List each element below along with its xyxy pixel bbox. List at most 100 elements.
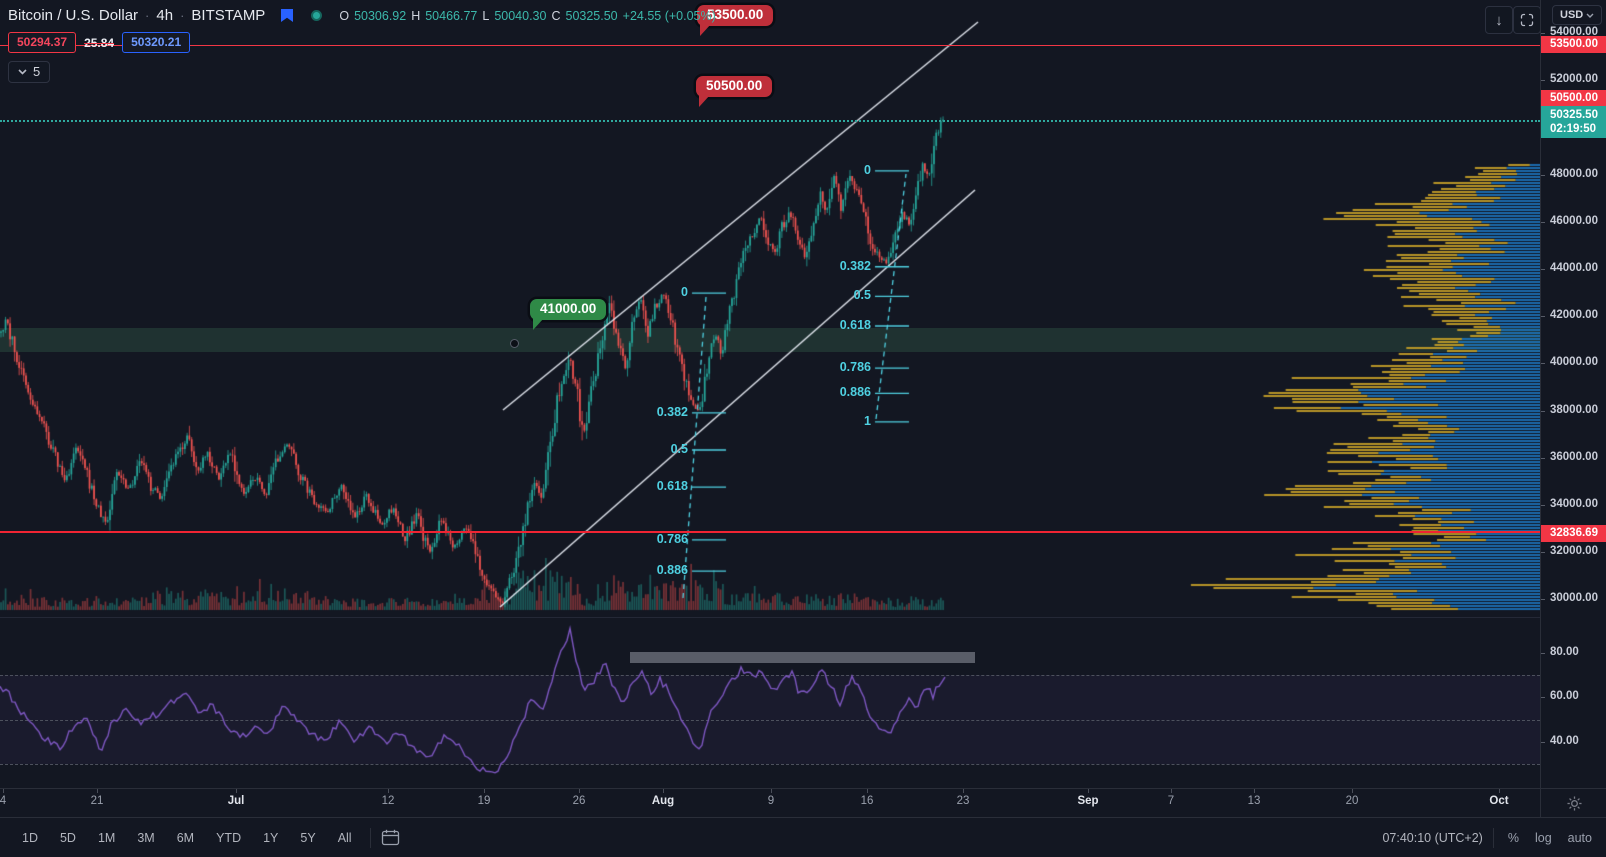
time-tick-19[interactable]: 19 <box>477 795 491 807</box>
time-tick-mark <box>771 789 772 793</box>
range-button-5Y[interactable]: 5Y <box>300 830 316 845</box>
fib-level-label-0.382[interactable]: 0.382 <box>839 258 871 273</box>
ohlc-readout: O 50306.92 H 50466.77 L 50040.30 C 50325.50 … <box>339 9 715 23</box>
time-tick-20[interactable]: 20 <box>1345 795 1359 807</box>
resistance-line-53500[interactable] <box>0 44 1540 46</box>
range-button-6M[interactable]: 6M <box>176 830 195 845</box>
time-axis[interactable]: 4 21 Jul 12 19 26 Aug 9 16 23 Sep 7 13 20 Oct <box>0 788 1540 818</box>
price-callout-50500.00[interactable]: 50500.00 <box>696 76 773 107</box>
support-line-32836[interactable] <box>0 531 1540 534</box>
axis-settings-corner[interactable] <box>1540 788 1606 818</box>
last-price-badge: 50325.50 02:19:50 <box>1541 106 1606 138</box>
fib-level-label-0.5[interactable]: 0.5 <box>670 442 688 456</box>
time-tick-26[interactable]: 26 <box>572 795 586 807</box>
time-tick-mark <box>1171 789 1172 793</box>
range-button-All[interactable]: All <box>337 830 352 845</box>
range-button-YTD[interactable]: YTD <box>216 830 242 845</box>
price-badge-50500.00: 50500.00 <box>1541 90 1606 107</box>
fib-level-label-1[interactable]: 1 <box>864 413 871 428</box>
time-tick-9[interactable]: 9 <box>767 795 775 807</box>
log-scale-button[interactable]: log <box>1534 830 1552 845</box>
time-tick-mark <box>579 789 580 793</box>
position-entry-label[interactable]: 50320.21 <box>122 32 191 53</box>
time-tick-mark <box>1088 789 1089 793</box>
symbol-title[interactable]: Bitcoin / U.S. Dollar <box>8 7 139 24</box>
toolbar-divider <box>369 827 371 848</box>
scroll-to-recent-button[interactable]: ↓ <box>1485 6 1513 34</box>
price-tick-label: 40000.00 <box>1550 356 1598 369</box>
fib-level-label-0.886[interactable]: 0.886 <box>839 385 871 400</box>
price-tick-mark <box>1541 174 1545 176</box>
time-tick-Oct[interactable]: Oct <box>1489 795 1509 807</box>
time-tick-mark <box>1352 789 1353 793</box>
clock-readout[interactable]: 07:40:10 (UTC+2) <box>1382 830 1483 845</box>
high-label: H <box>411 8 421 23</box>
collapsed-indicators-button[interactable]: 5 <box>8 61 51 83</box>
time-tick-Sep[interactable]: Sep <box>1077 795 1099 807</box>
exchange-label[interactable]: BITSTAMP <box>191 7 266 24</box>
fib-level-label-0.886[interactable]: 0.886 <box>656 563 688 578</box>
price-chart-canvas[interactable] <box>0 0 1540 788</box>
collapsed-count: 5 <box>33 64 41 79</box>
price-callout-41000.00[interactable]: 41000.00 <box>530 299 607 330</box>
rsi-tick-label: 60.00 <box>1550 690 1579 702</box>
position-amount-label[interactable]: 25.84 <box>84 35 115 50</box>
range-button-5D[interactable]: 5D <box>59 830 76 845</box>
currency-selector-button[interactable]: USD <box>1552 5 1603 25</box>
fib-level-label-0.618[interactable]: 0.618 <box>656 479 688 494</box>
fib-level-label-0[interactable]: 0 <box>681 285 688 300</box>
price-axis[interactable]: USD 54000.00 52000.00 48000.00 46000.00 4400… <box>1540 0 1606 817</box>
range-button-1D[interactable]: 1D <box>22 830 38 845</box>
fib-level-label-0.5[interactable]: 0.5 <box>853 288 871 303</box>
time-tick-Aug[interactable]: Aug <box>651 795 675 807</box>
fib-level-label-0.382[interactable]: 0.382 <box>656 404 688 419</box>
rsi-tick-mark <box>1541 742 1545 743</box>
price-callout-53500.00[interactable]: 53500.00 <box>697 5 774 36</box>
rsi-highlight-rectangle[interactable] <box>630 652 975 663</box>
time-tick-7[interactable]: 7 <box>1167 795 1175 807</box>
flag-icon[interactable] <box>280 8 294 23</box>
last-price-value: 50325.50 <box>1550 109 1598 121</box>
price-tick-mark <box>1541 363 1545 365</box>
range-button-1Y[interactable]: 1Y <box>263 830 279 845</box>
price-tick-mark <box>1541 80 1545 82</box>
range-button-1M[interactable]: 1M <box>97 830 116 845</box>
time-tick-mark <box>1254 789 1255 793</box>
price-tick-mark <box>1541 316 1545 318</box>
time-tick-16[interactable]: 16 <box>860 795 874 807</box>
chevron-down-icon <box>18 68 27 75</box>
fib-level-label-0.618[interactable]: 0.618 <box>839 318 871 332</box>
time-tick-23[interactable]: 23 <box>956 795 970 807</box>
close-value: 50325.50 <box>565 8 618 23</box>
date-range-buttons: 1D 5D 1M 3M 6M YTD 1Y 5Y All <box>14 828 360 848</box>
fullscreen-button[interactable] <box>1513 6 1541 34</box>
time-tick-Jul[interactable]: Jul <box>227 795 245 807</box>
time-tick-13[interactable]: 13 <box>1247 795 1261 807</box>
rsi-tick-label: 40.00 <box>1550 735 1579 747</box>
chevron-down-icon <box>1586 13 1594 18</box>
price-tick-label: 38000.00 <box>1550 403 1598 416</box>
fib-level-label-0.786[interactable]: 0.786 <box>839 360 871 375</box>
range-button-3M[interactable]: 3M <box>137 830 155 845</box>
percent-scale-button[interactable]: % <box>1507 830 1519 845</box>
fib-level-label-0.786[interactable]: 0.786 <box>656 531 688 546</box>
auto-scale-button[interactable]: auto <box>1567 830 1592 845</box>
market-status-icon[interactable] <box>311 10 323 21</box>
countdown-timer: 02:19:50 <box>1550 123 1597 135</box>
time-tick-mark <box>388 789 389 793</box>
price-tick-mark <box>1541 505 1545 506</box>
time-tick-4[interactable]: 4 <box>0 795 7 807</box>
go-to-date-calendar-icon[interactable] <box>381 829 400 846</box>
toolbar-divider <box>1492 827 1494 848</box>
time-tick-21[interactable]: 21 <box>90 795 104 807</box>
bottom-toolbar: 1D 5D 1M 3M 6M YTD 1Y 5Y All 07:40:10 (UTC+2) % … <box>0 817 1606 857</box>
fib-level-label-0[interactable]: 0 <box>864 162 871 177</box>
interval-label[interactable]: 4h <box>156 7 174 24</box>
time-tick-mark <box>663 789 664 793</box>
position-stop-label[interactable]: 50294.37 <box>8 32 77 53</box>
time-tick-12[interactable]: 12 <box>381 795 395 807</box>
time-tick-mark <box>97 789 98 793</box>
